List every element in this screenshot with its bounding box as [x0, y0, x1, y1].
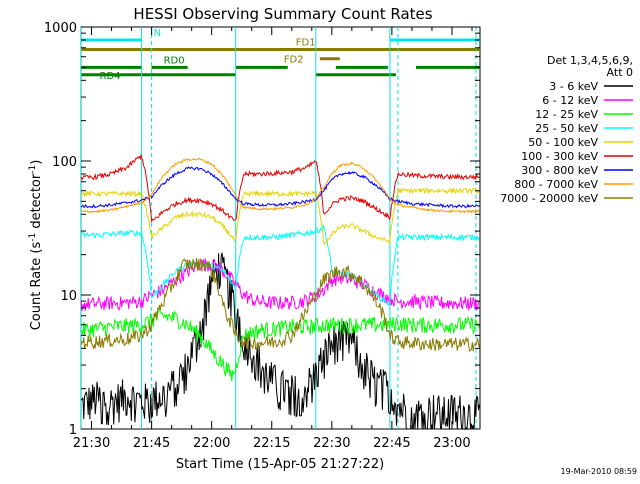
legend-header: Att 0 [607, 66, 633, 79]
x-tick-label: 23:00 [433, 436, 470, 451]
footer-timestamp: 19-Mar-2010 08:59 [561, 467, 638, 476]
series-line [80, 308, 480, 382]
flag-label: FD1 [296, 37, 316, 48]
legend-label: 800 - 7000 keV [514, 178, 598, 191]
legend-label: 7000 - 20000 keV [500, 192, 598, 205]
series-line [80, 157, 480, 214]
legend-header: Det 1,3,4,5,6,9, [547, 54, 633, 67]
mode-change-lines [80, 27, 477, 429]
x-tick-label: 22:45 [373, 436, 410, 451]
series-line [80, 166, 480, 209]
series-layer [80, 154, 480, 431]
x-tick-label: 22:15 [253, 436, 290, 451]
flag-rd0: RD0 [81, 55, 480, 69]
flag-n: N [81, 28, 480, 42]
legend-label: 25 - 50 keV [535, 122, 598, 135]
x-tick-label: 22:00 [193, 436, 230, 451]
y-axis-label-main: Count Rate (s [29, 242, 44, 331]
series-line [80, 154, 480, 224]
flag-rd4: RD4 [81, 71, 396, 82]
series-line [80, 258, 480, 353]
y-tick-label: 1 [69, 423, 77, 438]
y-axis-label-close: ) [29, 160, 44, 165]
flag-label: RD4 [100, 71, 121, 82]
x-axis-label: Start Time (15-Apr-05 21:27:22) [176, 457, 384, 472]
y-axis-label-exponent: -1 [28, 233, 38, 242]
flag-label: FD2 [284, 55, 304, 66]
plot-area [80, 26, 481, 430]
y-axis-label: Count Rate (s-1 detector-1) [28, 160, 44, 331]
x-tick-label: 21:45 [133, 436, 170, 451]
legend-label: 3 - 6 keV [549, 80, 598, 93]
flag-label: N [154, 28, 161, 39]
flag-fd2: FD2 [284, 55, 340, 66]
y-axis-label-exponent-2: -1 [28, 165, 38, 174]
x-tick-label: 22:30 [313, 436, 350, 451]
plot-border [80, 26, 481, 430]
series-line [80, 186, 480, 245]
flag-fd1: FD1 [81, 37, 480, 51]
x-tick-label: 21:30 [73, 436, 110, 451]
flag-label: RD0 [164, 55, 185, 66]
axes-layer: 21:30 21:45 22:00 22:15 22:30 22:45 23:00 1 10 10… [44, 21, 480, 451]
legend-label: 12 - 25 keV [535, 108, 598, 121]
legend-label: 300 - 800 keV [521, 164, 598, 177]
series-line [80, 224, 480, 307]
series-line [80, 252, 480, 431]
chart-title: HESSI Observing Summary Count Rates [133, 5, 432, 23]
y-tick-label: 1000 [44, 21, 77, 36]
legend-label: 100 - 300 keV [521, 150, 598, 163]
legend-label: 6 - 12 keV [542, 94, 598, 107]
legend-label: 50 - 100 keV [528, 136, 598, 149]
y-tick-label: 10 [60, 289, 77, 304]
y-tick-label: 100 [52, 155, 77, 170]
series-line [80, 258, 480, 312]
observing-flags: N FD1 FD2 RD0 RD4 [81, 28, 480, 82]
y-axis-label-suffix: detector [29, 173, 44, 233]
